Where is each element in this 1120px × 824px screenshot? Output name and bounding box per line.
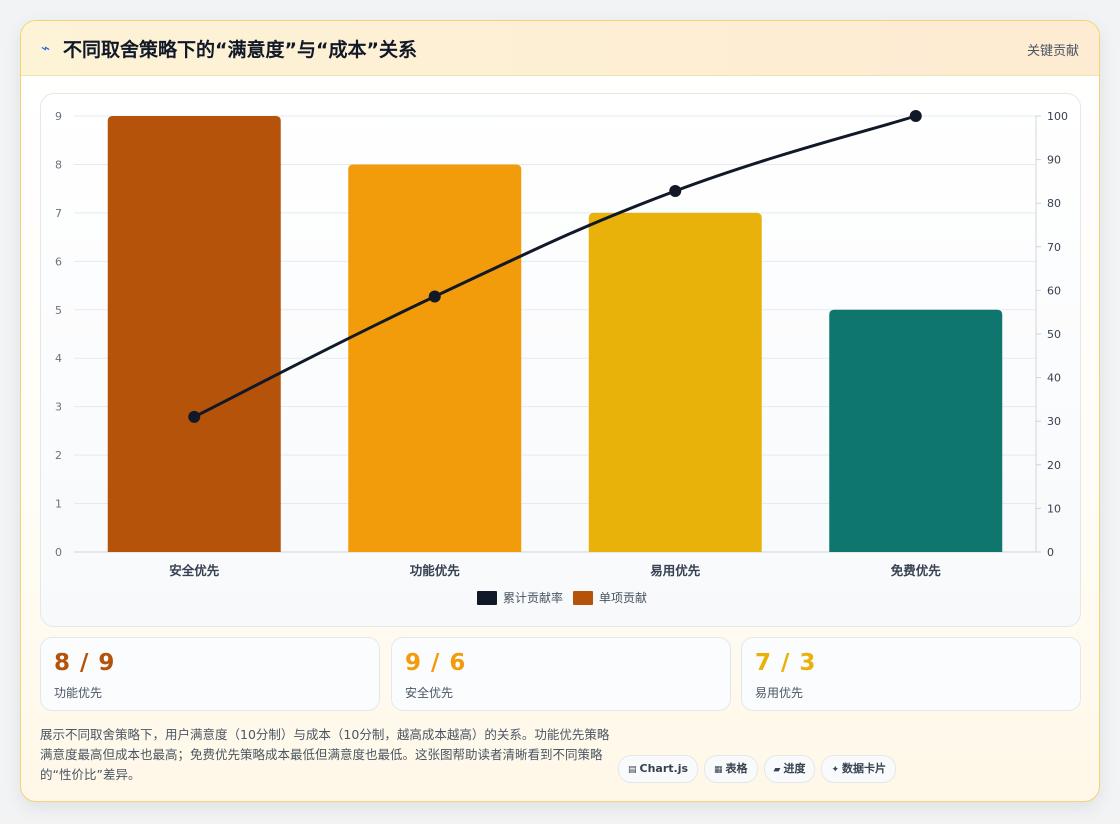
chip-label: 进度 [783, 762, 806, 775]
y-right-tick-label: 30 [1047, 415, 1061, 428]
stat-value: 8 / 9 [54, 650, 116, 676]
y-right-tick-label: 20 [1047, 459, 1061, 472]
x-tick-label: 易用优先 [650, 563, 701, 578]
y-right-tick-label: 50 [1047, 328, 1061, 341]
chip-label: Chart.js [639, 762, 689, 775]
x-tick-label: 安全优先 [169, 563, 220, 578]
y-left-tick-label: 2 [55, 449, 62, 462]
y-right-tick-label: 90 [1047, 154, 1061, 167]
y-left-tick-label: 9 [55, 110, 62, 123]
y-left-tick-label: 0 [55, 546, 62, 559]
y-left-tick-label: 7 [55, 207, 62, 220]
y-right-tick-label: 10 [1047, 502, 1061, 515]
y-right-tick-label: 80 [1047, 197, 1061, 210]
x-tick-label: 功能优先 [410, 563, 461, 578]
trend-icon: ⌁ [41, 39, 51, 57]
legend-swatch [573, 591, 594, 605]
line-point [188, 410, 201, 423]
stat-card-1: 8 / 9 功能优先 [40, 637, 380, 711]
cumulative-line [193, 114, 917, 419]
line-point [669, 184, 682, 197]
stat-card-3: 7 / 3 易用优先 [741, 637, 1081, 711]
stat-value: 9 / 6 [405, 650, 467, 676]
bar [107, 116, 281, 552]
y-left-tick-label: 6 [55, 255, 62, 268]
y-right-tick-label: 100 [1047, 110, 1068, 123]
stat-cards: 8 / 9 功能优先 9 / 6 安全优先 7 / 3 易用优先 [40, 637, 1081, 711]
stat-value: 7 / 3 [755, 650, 817, 676]
chip-label: 表格 [725, 762, 748, 775]
chip-table[interactable]: ▦ 表格 [704, 755, 758, 783]
line-point [909, 110, 922, 122]
feature-chips: ▤ Chart.js ▦ 表格 ▰ 进度 ✦ 数据卡片 [618, 755, 902, 783]
y-left-tick-label: 3 [55, 401, 62, 414]
progress-icon: ▰ [773, 765, 781, 775]
table-icon: ▦ [714, 765, 723, 775]
key-contribution-link[interactable]: 关键贡献 [1026, 44, 1079, 59]
chip-data-card[interactable]: ✦ 数据卡片 [821, 755, 897, 783]
y-right-tick-label: 60 [1047, 284, 1061, 297]
card-header: ⌁ 不同取舍策略下的“满意度”与“成本”关系 关键贡献 [21, 21, 1099, 76]
stat-label: 安全优先 [405, 686, 454, 700]
y-left-tick-label: 4 [55, 352, 62, 365]
card-icon: ✦ [831, 765, 840, 775]
line-point [428, 290, 441, 303]
chart-icon: ▤ [628, 765, 637, 775]
bar [829, 309, 1003, 552]
legend-label: 累计贡献率 [503, 590, 563, 605]
x-tick-label: 免费优先 [891, 563, 942, 578]
y-right-tick-label: 70 [1047, 241, 1061, 254]
y-left-tick-label: 5 [55, 304, 62, 317]
stat-label: 易用优先 [755, 686, 804, 700]
chip-chartjs[interactable]: ▤ Chart.js [618, 755, 699, 783]
chip-progress[interactable]: ▰ 进度 [763, 755, 816, 783]
legend-swatch [477, 591, 497, 605]
stat-card-2: 9 / 6 安全优先 [391, 637, 731, 711]
chip-label: 数据卡片 [842, 762, 887, 775]
y-left-tick-label: 8 [55, 158, 62, 171]
stat-label: 功能优先 [54, 686, 103, 700]
chart-description: 展示不同取舍策略下，用户满意度（10分制）与成本（10分制，越高成本越高）的关系… [40, 727, 610, 782]
y-left-tick-label: 1 [55, 498, 62, 511]
y-right-tick-label: 0 [1047, 546, 1054, 559]
legend-label: 单项贡献 [599, 590, 647, 605]
chart-title: 不同取舍策略下的“满意度”与“成本”关系 [63, 39, 417, 61]
y-right-tick-label: 40 [1047, 372, 1061, 385]
bar [348, 164, 522, 552]
bar [588, 212, 762, 552]
chart-panel: 0 1 2 3 4 5 6 7 8 9 0 10 20 30 40 50 60 70 80 90 100 安全优先 功能优先… [40, 93, 1081, 627]
